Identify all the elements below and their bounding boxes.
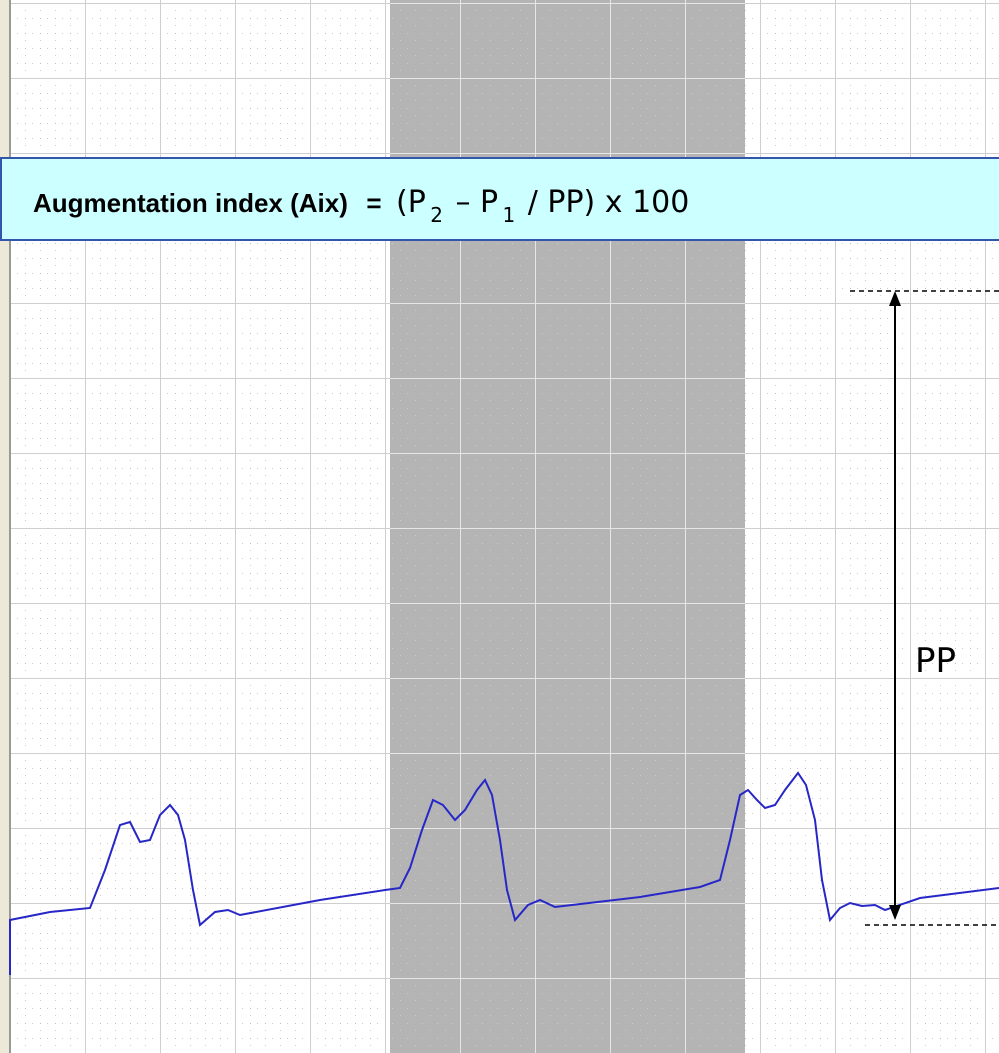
formula-term: – P xyxy=(455,185,498,220)
pp-label: PP xyxy=(915,641,956,681)
arrow-head xyxy=(889,291,901,306)
formula-box xyxy=(0,157,999,241)
formula-subscript: 1 xyxy=(503,203,516,227)
panel-edge xyxy=(0,0,10,1053)
pulse-waveform xyxy=(9,771,999,975)
formula-equals: = xyxy=(366,188,381,218)
formula: Augmentation index (Aix) = (P 2 – P 1 / … xyxy=(33,185,689,227)
arrow-head xyxy=(889,905,901,920)
formula-label: Augmentation index (Aix) xyxy=(33,188,348,218)
formula-subscript: 2 xyxy=(430,203,443,227)
formula-term: / PP) x 100 xyxy=(528,185,690,220)
formula-term: (P xyxy=(396,185,426,220)
